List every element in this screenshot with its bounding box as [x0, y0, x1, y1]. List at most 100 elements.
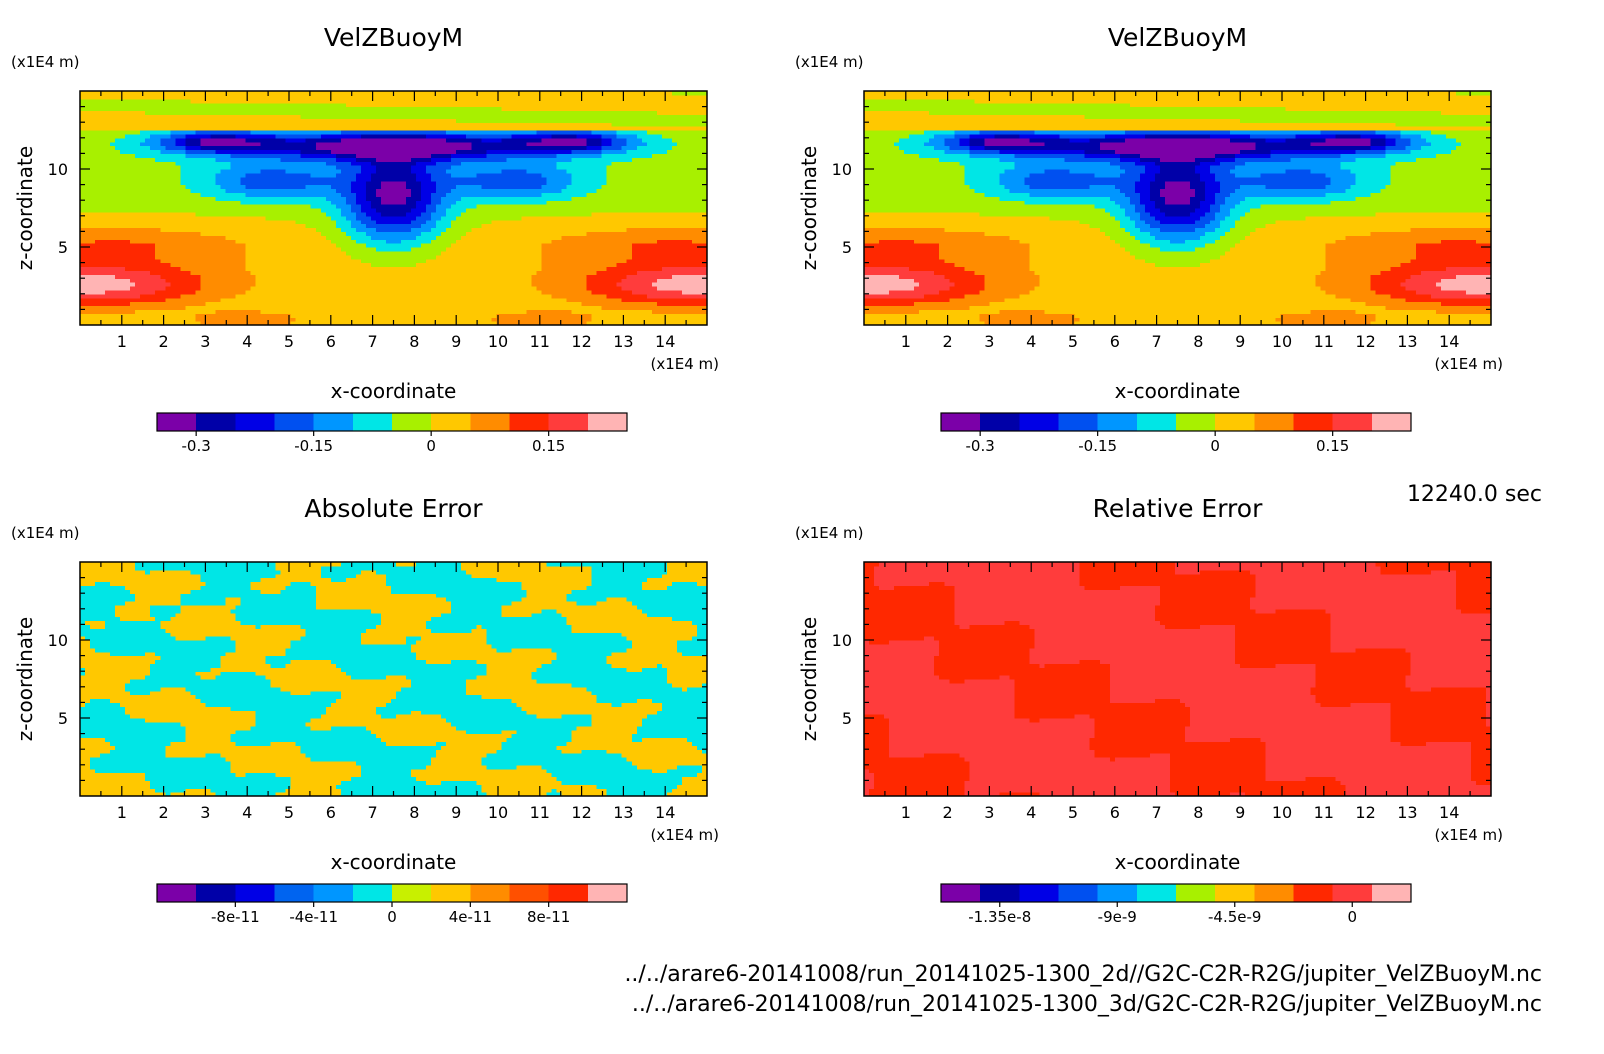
heatmap-cell: [486, 282, 492, 287]
heatmap-cell: [476, 141, 482, 147]
heatmap-cell: [200, 149, 206, 154]
heatmap-cell: [461, 313, 467, 318]
heatmap-cell: [385, 118, 392, 123]
heatmap-cell: [355, 250, 362, 256]
heatmap-cell: [320, 118, 327, 123]
heatmap-cell: [215, 270, 222, 275]
heatmap-cell: [461, 204, 467, 209]
heatmap-cell: [260, 297, 267, 303]
heatmap-cell: [491, 102, 497, 108]
heatmap-cell: [250, 231, 257, 236]
heatmap-cell: [320, 270, 327, 275]
heatmap-cell: [240, 274, 247, 279]
heatmap-cell: [150, 157, 156, 162]
heatmap-cell: [491, 196, 497, 201]
heatmap-cell: [396, 137, 402, 143]
heatmap-cell: [421, 188, 427, 193]
heatmap-cell: [355, 161, 362, 166]
heatmap-cell: [175, 219, 181, 225]
heatmap-cell: [335, 297, 342, 303]
heatmap-cell: [115, 313, 121, 318]
heatmap-cell: [125, 289, 131, 295]
heatmap-cell: [115, 169, 121, 174]
heatmap-cell: [466, 184, 472, 190]
heatmap-cell: [135, 161, 141, 166]
heatmap-cell: [365, 301, 372, 307]
heatmap-cell: [195, 270, 201, 275]
heatmap-cell: [390, 243, 397, 248]
heatmap-cell: [411, 110, 417, 115]
heatmap-cell: [441, 161, 447, 166]
heatmap-cell: [260, 235, 267, 240]
heatmap-cell: [155, 126, 161, 131]
heatmap-cell: [265, 266, 272, 271]
heatmap-cell: [130, 282, 136, 287]
heatmap-cell: [90, 270, 96, 275]
heatmap-cell: [330, 102, 337, 108]
heatmap-cell: [300, 231, 307, 236]
heatmap-cell: [200, 250, 206, 256]
heatmap-cell: [175, 172, 181, 178]
heatmap-cell: [80, 172, 86, 178]
heatmap-cell: [230, 157, 237, 162]
heatmap-cell: [245, 169, 252, 174]
heatmap-cell: [200, 180, 206, 186]
heatmap-cell: [305, 106, 312, 112]
heatmap-cell: [461, 180, 467, 186]
heatmap-cell: [491, 270, 497, 275]
heatmap-cell: [295, 106, 302, 112]
heatmap-cell: [380, 110, 387, 115]
heatmap-cell: [135, 126, 141, 131]
heatmap-cell: [245, 211, 252, 217]
heatmap-cell: [170, 250, 176, 256]
heatmap-cell: [421, 157, 427, 162]
heatmap-cell: [215, 211, 222, 217]
heatmap-cell: [390, 223, 397, 229]
heatmap-cell: [250, 196, 257, 201]
heatmap-cell: [476, 102, 482, 108]
heatmap-cell: [421, 286, 427, 291]
heatmap-cell: [90, 305, 96, 310]
heatmap-cell: [250, 254, 257, 260]
heatmap-cell: [90, 200, 96, 205]
heatmap-cell: [265, 235, 272, 240]
heatmap-cell: [476, 286, 482, 291]
heatmap-cell: [476, 184, 482, 190]
heatmap-cell: [456, 258, 462, 264]
heatmap-cell: [105, 130, 111, 135]
heatmap-cell: [461, 153, 467, 158]
heatmap-cell: [345, 208, 352, 213]
heatmap-cell: [345, 137, 352, 143]
heatmap-cell: [350, 215, 357, 221]
heatmap-cell: [461, 258, 467, 264]
heatmap-cell: [360, 293, 367, 299]
heatmap-cell: [426, 305, 432, 310]
heatmap-cell: [355, 184, 362, 190]
heatmap-cell: [370, 258, 377, 264]
heatmap-cell: [190, 297, 196, 303]
heatmap-cell: [205, 106, 212, 112]
heatmap-cell: [476, 313, 482, 318]
heatmap-cell: [451, 211, 457, 217]
heatmap-cell: [401, 313, 407, 318]
heatmap-cell: [481, 223, 487, 229]
heatmap-cell: [170, 270, 176, 275]
heatmap-cell: [320, 188, 327, 193]
heatmap-cell: [260, 196, 267, 201]
heatmap-cell: [255, 184, 262, 190]
heatmap-cell: [225, 133, 232, 139]
heatmap-cell: [285, 301, 292, 307]
heatmap-cell: [270, 114, 277, 119]
heatmap-cell: [90, 321, 96, 326]
heatmap-cell: [275, 254, 282, 260]
heatmap-cell: [310, 247, 317, 252]
heatmap-cell: [160, 243, 166, 248]
heatmap-cell: [436, 301, 442, 307]
heatmap-cell: [421, 270, 427, 275]
heatmap-cell: [180, 321, 186, 326]
heatmap-cell: [305, 231, 312, 236]
heatmap-cell: [481, 313, 487, 318]
heatmap-cell: [365, 98, 372, 104]
heatmap-cell: [210, 321, 217, 326]
heatmap-cell: [290, 208, 297, 213]
